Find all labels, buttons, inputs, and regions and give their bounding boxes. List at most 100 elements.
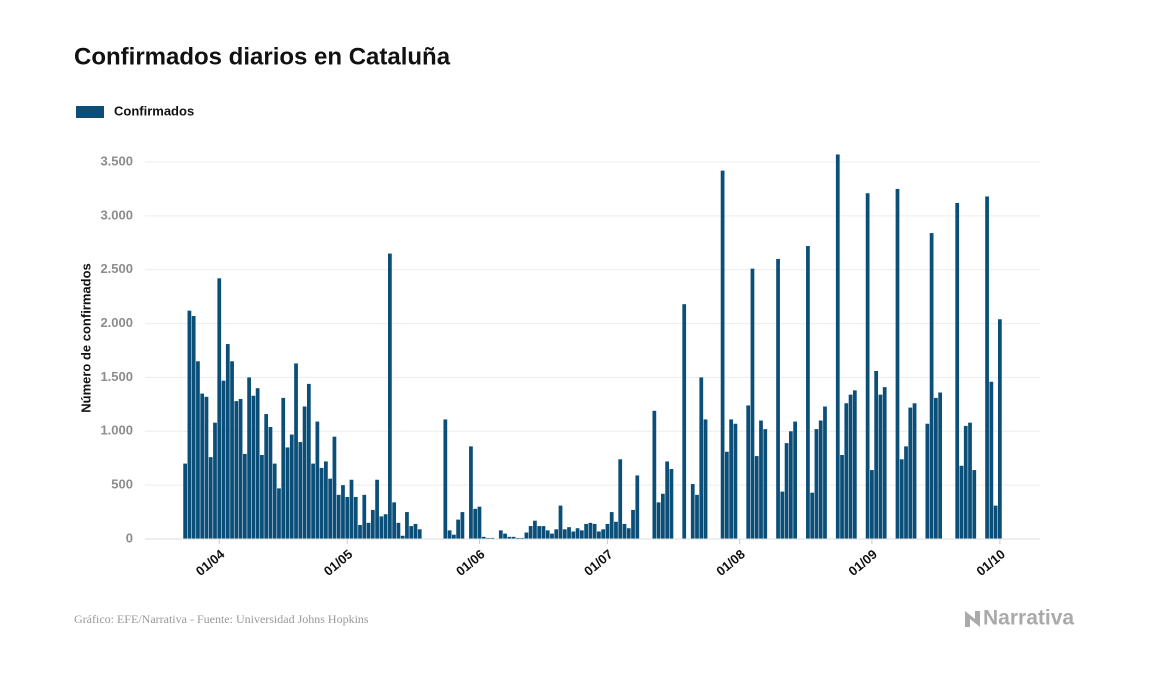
bar [473,508,478,539]
bar [665,461,670,539]
bar [281,397,286,539]
bar [528,526,533,539]
bar [196,361,200,539]
bar [213,422,217,539]
bar [652,410,657,539]
bar [938,392,943,539]
bar [550,533,554,539]
bar [963,425,968,539]
bar [904,446,908,539]
bar [972,470,977,539]
bar [242,453,247,539]
bar [618,459,623,539]
bar [934,397,938,539]
logo: Narrativa [983,607,1074,630]
bar [260,454,264,539]
bar [469,446,473,539]
bar [840,454,844,539]
bar [592,523,597,539]
bar [814,429,819,539]
bar [217,278,222,539]
bar [750,268,755,539]
bar [729,419,734,539]
bar [784,443,789,539]
y-tick-label: 500 [111,477,133,492]
logo-icon [965,611,980,627]
legend-label: Confirmados [114,103,194,118]
y-tick-label: 2.000 [100,315,133,330]
bar [319,467,324,539]
bar [699,377,704,539]
bar [379,516,384,539]
bar [392,502,397,539]
bar [481,536,486,539]
bar [955,202,960,539]
bar [899,459,904,539]
bar [503,533,507,539]
y-tick-label: 1.500 [100,369,133,384]
bar [187,310,192,539]
bar [989,381,994,539]
bar [818,420,823,539]
bar [315,421,320,539]
bar [631,509,635,539]
bar [413,523,418,539]
bar [997,319,1002,539]
bar [541,526,546,539]
bar [388,253,392,540]
bar [558,505,563,539]
bar [324,461,328,539]
bar [358,524,362,539]
bar [622,523,627,539]
bar [703,419,708,539]
bar [533,520,537,539]
bar [225,344,230,539]
bar [776,258,780,539]
bar [417,529,422,539]
bar [929,233,934,539]
bar [451,534,456,539]
bar [234,401,239,539]
bar [579,530,584,539]
bar [912,403,917,539]
bar [255,388,260,539]
bar [759,420,763,539]
bar [341,485,345,539]
bar [567,527,571,539]
bar [806,246,810,539]
bar [575,528,580,539]
bar [690,484,695,539]
bar [366,522,371,539]
bar [336,494,341,539]
bar [251,395,256,539]
bar [456,519,461,539]
bar [597,531,601,539]
bar [682,304,687,539]
bar [626,528,631,539]
bar [614,521,618,539]
bar [221,380,226,539]
bar [724,451,729,539]
y-axis-title: Número de confirmados [78,263,93,413]
bar [661,493,665,539]
bar [874,370,879,539]
bar [191,316,196,539]
y-tick-label: 3.500 [100,153,133,168]
bar [490,537,495,539]
bar [823,406,827,539]
bar [524,532,529,539]
bar [793,421,797,539]
bar [289,434,294,539]
bar [460,512,465,539]
bar [515,537,520,539]
bar [993,505,998,539]
bar [852,390,857,539]
bar [400,535,405,539]
y-tick-label: 3.000 [100,207,133,222]
bar [733,423,738,539]
bar [370,509,375,539]
legend-swatch [76,106,104,118]
bar [230,361,234,539]
bar [375,479,379,539]
